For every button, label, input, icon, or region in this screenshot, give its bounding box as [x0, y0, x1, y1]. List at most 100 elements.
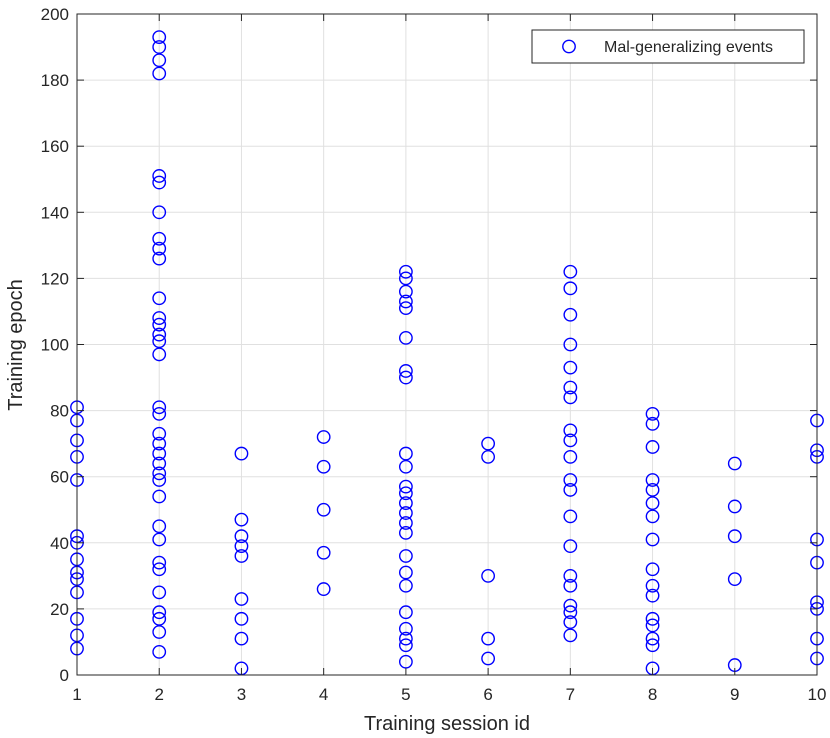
y-tick-label: 100	[41, 336, 69, 355]
data-point	[645, 440, 660, 454]
y-tick-label: 120	[41, 269, 69, 288]
data-point	[152, 407, 167, 421]
data-point	[398, 516, 413, 530]
data-point	[645, 407, 660, 421]
x-tick-label: 3	[237, 685, 246, 704]
data-point	[563, 598, 578, 613]
data-point	[152, 532, 167, 547]
data-point	[398, 284, 413, 299]
data-point	[727, 529, 742, 544]
data-point	[316, 502, 331, 517]
data-point	[316, 459, 331, 474]
data-point	[152, 400, 167, 415]
y-tick-label: 80	[50, 402, 69, 421]
legend-box	[531, 29, 805, 64]
data-point	[645, 618, 660, 633]
data-point	[398, 294, 413, 309]
data-point	[563, 423, 578, 438]
data-point	[152, 562, 167, 577]
data-point	[481, 436, 496, 451]
y-tick-label: 140	[41, 203, 69, 222]
data-point	[563, 264, 578, 279]
data-point	[398, 446, 413, 461]
data-point	[398, 525, 413, 540]
data-point	[398, 654, 413, 669]
legend-marker	[562, 39, 576, 54]
data-point	[727, 499, 742, 514]
legend: Mal-generalizing events	[531, 29, 805, 64]
data-point	[152, 40, 167, 54]
data-point	[563, 578, 578, 593]
data-point	[398, 301, 413, 316]
data-point	[152, 175, 167, 190]
data-point	[398, 605, 413, 620]
data-point	[645, 416, 660, 431]
data-point	[645, 496, 660, 511]
x-tick-label: 10	[808, 685, 827, 704]
data-point	[152, 644, 167, 659]
data-point	[398, 549, 413, 563]
data-point	[563, 568, 578, 583]
data-point	[398, 486, 413, 501]
data-point	[563, 360, 578, 375]
data-point	[645, 631, 660, 646]
data-point	[152, 317, 167, 332]
x-tick-label: 4	[319, 685, 328, 704]
data-point	[152, 347, 167, 362]
data-point	[152, 291, 167, 306]
data-point	[398, 565, 413, 580]
data-point	[152, 311, 167, 325]
x-tick-label: 6	[483, 685, 492, 704]
data-point	[398, 506, 413, 520]
data-point	[152, 446, 167, 461]
data-point	[152, 53, 167, 68]
data-point	[234, 539, 249, 554]
data-point	[234, 611, 249, 626]
y-tick-label: 0	[60, 666, 69, 685]
data-point	[398, 496, 413, 511]
data-point	[152, 555, 167, 570]
data-point	[563, 473, 578, 487]
data-point	[316, 430, 331, 444]
x-tick-label: 2	[154, 685, 163, 704]
x-tick-label: 1	[72, 685, 81, 704]
data-point	[152, 66, 167, 81]
data-point	[152, 231, 167, 246]
data-point	[645, 473, 660, 487]
data-point	[398, 479, 413, 494]
y-tick-label: 20	[50, 600, 69, 619]
data-point	[398, 459, 413, 474]
data-point	[645, 509, 660, 524]
data-point	[316, 545, 331, 560]
data-point	[234, 549, 249, 563]
data-point	[563, 605, 578, 620]
data-point	[234, 592, 249, 606]
data-point	[398, 631, 413, 646]
data-point	[645, 532, 660, 547]
y-tick-label: 200	[41, 5, 69, 24]
x-tick-label: 9	[730, 685, 739, 704]
data-point	[645, 578, 660, 593]
x-tick-label: 7	[566, 685, 575, 704]
data-point	[563, 615, 578, 630]
data-point	[563, 628, 578, 643]
data-point	[563, 307, 578, 322]
data-point	[563, 539, 578, 554]
data-point	[152, 334, 167, 349]
data-point	[563, 483, 578, 497]
y-tick-label: 180	[41, 71, 69, 90]
data-point	[398, 330, 413, 345]
y-tick-label: 40	[50, 534, 69, 553]
data-point	[563, 380, 578, 395]
data-point	[152, 466, 167, 481]
data-point	[152, 611, 167, 626]
data-point	[152, 489, 167, 504]
data-point	[152, 426, 167, 441]
x-tick-label: 8	[648, 685, 657, 704]
data-point	[152, 241, 167, 256]
data-point	[234, 512, 249, 527]
data-point	[481, 651, 496, 666]
data-point	[152, 30, 167, 45]
data-point	[152, 327, 167, 342]
data-point	[481, 631, 496, 646]
